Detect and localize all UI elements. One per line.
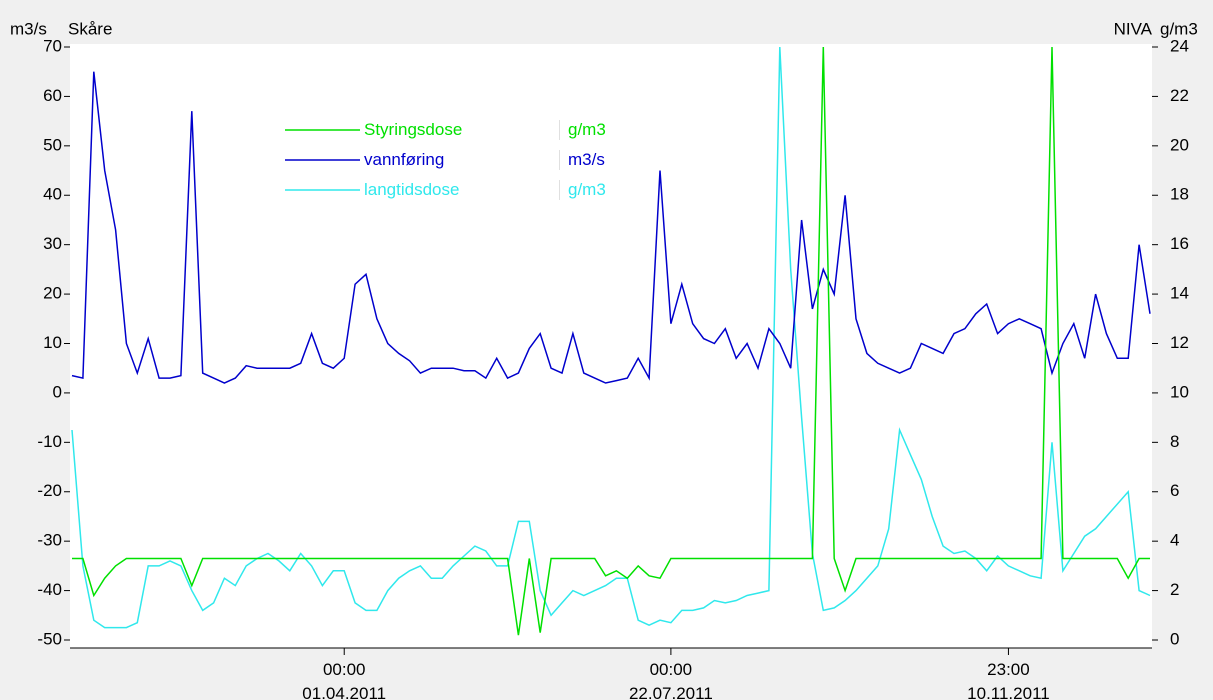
x-tick-label: 00:00 01.04.2011 [302,660,387,700]
y-unit: m3/s [10,19,47,38]
y2-tick-label: 24 [1170,36,1189,55]
legend-item: langtidsdose g/m3 [285,175,626,205]
legend-unit: g/m3 [568,180,606,199]
series-line [71,71,1151,384]
legend-label: vannføring [360,150,560,170]
legend-unit: m3/s [568,150,605,169]
y2-tick-label: 12 [1170,333,1189,352]
x-tick-label: 23:00 10.11.2011 [967,660,1050,700]
y2-title: NIVA [1114,19,1153,38]
y-tick-label: 40 [43,185,62,204]
y2-tick-label: 0 [1170,629,1179,648]
y2-tick-label: 2 [1170,580,1179,599]
y2-tick-label: 14 [1170,284,1189,303]
legend-swatch [285,189,360,191]
y2-tick-label: 18 [1170,185,1189,204]
y-tick-label: -20 [37,481,62,500]
y2-tick-label: 4 [1170,531,1179,550]
y-title: Skåre [68,19,112,38]
y2-tick-label: 10 [1170,382,1189,401]
y2-tick-label: 20 [1170,135,1189,154]
series-line [71,46,1151,629]
y-tick-label: 60 [43,86,62,105]
legend-swatch [285,159,360,161]
legend-swatch [285,129,360,131]
y-tick-label: 50 [43,135,62,154]
y2-tick-label: 22 [1170,86,1189,105]
y-tick-label: -50 [37,629,62,648]
legend-label: Styringsdose [360,120,560,140]
y2-tick-label: 16 [1170,234,1189,253]
legend: Styringsdose g/m3 vannføring m3/s langtidsdo… [285,115,626,205]
y2-tick-label: 6 [1170,481,1179,500]
y-tick-label: 10 [43,333,62,352]
legend-label: langtidsdose [360,180,560,200]
legend-item: vannføring m3/s [285,145,626,175]
series-line [72,46,1150,636]
y-tick-label: -40 [37,580,62,599]
x-tick-label: 00:00 22.07.2011 [628,660,713,700]
y-tick-label: -10 [37,432,62,451]
y2-unit: g/m3 [1160,19,1198,38]
legend-unit: g/m3 [568,120,606,139]
y-tick-label: -30 [37,531,62,550]
y-tick-label: 30 [43,234,62,253]
y-tick-label: 0 [53,382,62,401]
y-tick-label: 70 [43,36,62,55]
legend-item: Styringsdose g/m3 [285,115,626,145]
y-tick-label: 20 [43,284,62,303]
y2-tick-label: 8 [1170,432,1179,451]
